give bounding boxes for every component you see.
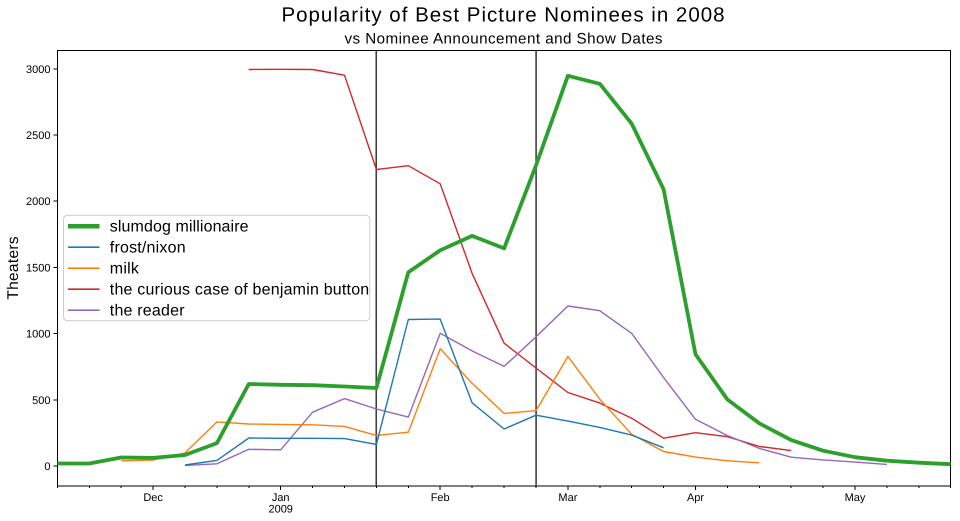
svg-text:May: May — [845, 492, 866, 504]
svg-text:500: 500 — [32, 395, 50, 407]
svg-text:vs Nominee Announcement and Sh: vs Nominee Announcement and Show Dates — [344, 30, 663, 47]
svg-text:the reader: the reader — [110, 303, 185, 320]
svg-text:2009: 2009 — [268, 503, 292, 515]
svg-text:frost/nixon: frost/nixon — [110, 240, 186, 257]
svg-text:Theaters: Theaters — [5, 236, 22, 300]
svg-text:the curious case of benjamin b: the curious case of benjamin button — [110, 282, 370, 299]
svg-text:3000: 3000 — [26, 64, 50, 76]
svg-text:Dec: Dec — [143, 492, 163, 504]
svg-text:Apr: Apr — [687, 492, 704, 504]
svg-text:Jan: Jan — [272, 492, 290, 504]
svg-text:Popularity of Best Picture Nom: Popularity of Best Picture Nominees in 2… — [281, 4, 725, 27]
svg-text:Feb: Feb — [431, 492, 450, 504]
svg-text:slumdog millionaire: slumdog millionaire — [110, 219, 249, 236]
svg-text:milk: milk — [110, 261, 140, 278]
svg-text:0: 0 — [44, 461, 50, 473]
svg-text:2500: 2500 — [26, 130, 50, 142]
svg-text:2000: 2000 — [26, 196, 50, 208]
svg-text:Mar: Mar — [558, 492, 577, 504]
svg-text:1500: 1500 — [26, 262, 50, 274]
svg-text:1000: 1000 — [26, 329, 50, 341]
